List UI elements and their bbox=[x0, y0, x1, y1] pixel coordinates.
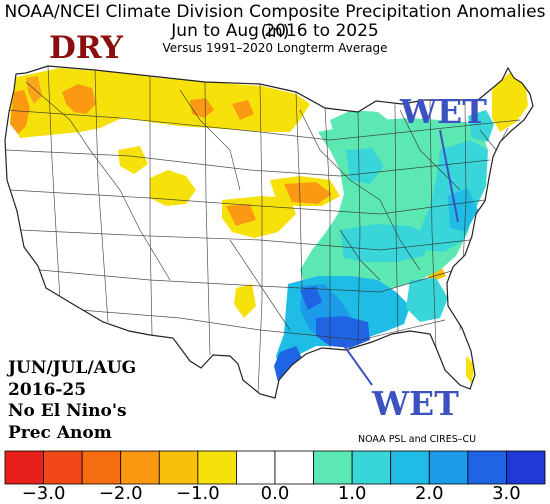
wet-arrow-northeast bbox=[439, 129, 459, 223]
info-line-variable: Prec Anom bbox=[8, 422, 112, 443]
colorbar-segment bbox=[351, 450, 392, 485]
colorbar-tick-label: 1.0 bbox=[337, 483, 367, 504]
dry-region-oklahoma bbox=[234, 284, 256, 318]
us-outline bbox=[4, 65, 534, 399]
colorbar-segment bbox=[197, 450, 237, 485]
wet-region-ark-la-tx bbox=[300, 286, 322, 310]
wet-region-midwest bbox=[346, 148, 384, 184]
dry-region-central-plains bbox=[150, 170, 196, 206]
info-line-enso: No El Nino's bbox=[8, 401, 127, 421]
colorbar-segment bbox=[81, 450, 122, 485]
colorbar-segment bbox=[4, 450, 44, 485]
dry-region-montana bbox=[62, 84, 96, 114]
wet-region-houston bbox=[274, 346, 304, 382]
dry-region-minnesota bbox=[232, 100, 254, 120]
dry-region-great-basin bbox=[118, 146, 148, 174]
dry-region-north-dakota bbox=[190, 98, 214, 118]
colorbar-tick-label: −1.0 bbox=[175, 483, 220, 504]
wet-region-virginia bbox=[448, 188, 478, 232]
colorbar-tick-label: 3.0 bbox=[492, 483, 521, 504]
colorbar-tick-label: −3.0 bbox=[21, 483, 66, 504]
dry-region-iowa-orange bbox=[284, 182, 332, 204]
colorbar-segment bbox=[467, 450, 507, 485]
dry-region-new-england bbox=[492, 72, 528, 132]
wet-region-georgia bbox=[406, 278, 448, 322]
info-line-season: JUN/JUL/AUG bbox=[8, 358, 137, 378]
colorbar-tick-label: 2.0 bbox=[414, 483, 444, 504]
anomaly-fill-layer bbox=[10, 68, 528, 398]
info-line-years: 2016-25 bbox=[8, 379, 87, 400]
dry-region-florida bbox=[466, 356, 474, 384]
dry-region-northern-tier bbox=[10, 68, 310, 138]
colorbar-segment bbox=[158, 450, 199, 485]
dry-annotation: DRY bbox=[49, 30, 123, 66]
colorbar-segment bbox=[120, 450, 160, 485]
colorbar-tick-label: 0.0 bbox=[260, 483, 290, 504]
colorbar-segment bbox=[313, 450, 353, 485]
colorbar-segment bbox=[506, 450, 546, 485]
wet-annotation-northeast: WET bbox=[400, 92, 487, 131]
map-title: NOAA/NCEI Climate Division Composite Pre… bbox=[4, 2, 546, 42]
dry-region-washington-cascades bbox=[26, 76, 42, 104]
colorbar-segment bbox=[43, 450, 83, 485]
wet-region-tennessee bbox=[340, 224, 430, 262]
map-subtitle-baseline: Versus 1991–2020 Longterm Average bbox=[162, 41, 388, 55]
dry-region-kansas-orange bbox=[226, 204, 256, 226]
wet-region-new-york bbox=[468, 110, 494, 142]
dry-region-pacific-northwest bbox=[10, 90, 30, 134]
wet-arrow-gulf bbox=[339, 339, 373, 386]
colorbar-segment bbox=[390, 450, 430, 485]
colorbar-tick-label: −2.0 bbox=[98, 483, 143, 504]
colorbar-segment bbox=[274, 450, 314, 485]
credit-text: NOAA PSL and CIRES–CU bbox=[358, 434, 477, 445]
map-subtitle-period: Jun to Aug 2016 to 2025 bbox=[171, 21, 379, 41]
colorbar-segment bbox=[236, 450, 276, 485]
wet-region-great-lakes bbox=[330, 110, 396, 154]
wet-annotation-gulf: WET bbox=[372, 384, 459, 423]
info-box: JUN/JUL/AUG 2016-25 No El Nino's Prec An… bbox=[8, 358, 136, 444]
colorbar-segment bbox=[428, 450, 469, 485]
